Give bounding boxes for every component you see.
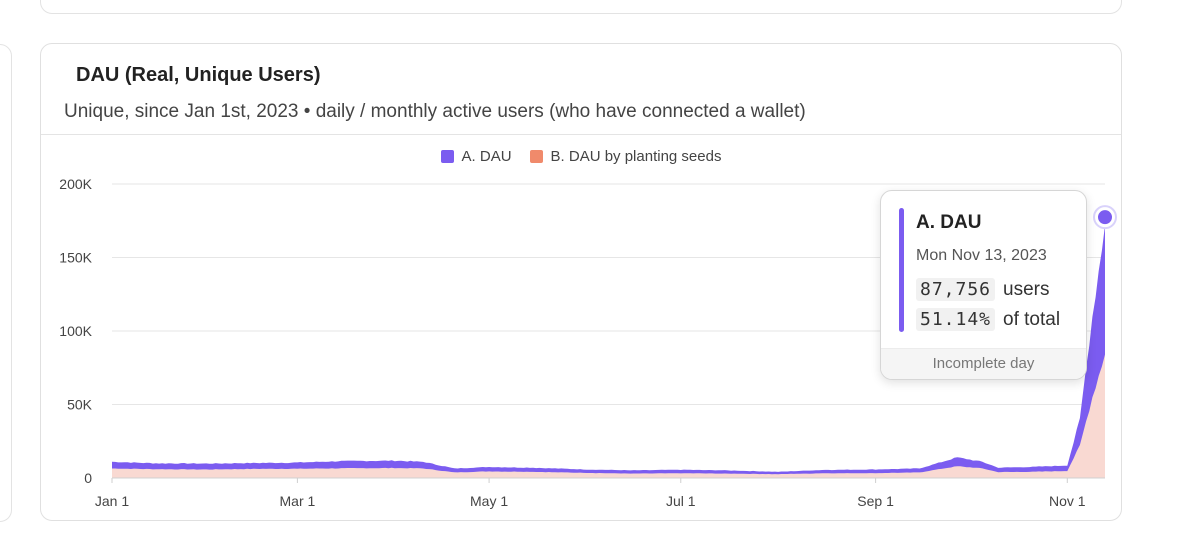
x-tick-label: Sep 1: [857, 493, 894, 509]
tooltip-footer: Incomplete day: [881, 348, 1086, 379]
card-divider: [41, 134, 1121, 135]
chart-legend: A. DAU B. DAU by planting seeds: [41, 148, 1121, 165]
legend-swatch-dau: [440, 150, 454, 163]
tooltip-value-unit: users: [1003, 278, 1050, 300]
tooltip-value-row: 87,756 users: [916, 278, 1050, 301]
legend-item-planting-seeds[interactable]: B. DAU by planting seeds: [529, 148, 722, 165]
tooltip-share-unit: of total: [1003, 308, 1061, 330]
legend-item-dau[interactable]: A. DAU: [440, 148, 512, 165]
tooltip-share-row: 51.14% of total: [916, 308, 1060, 331]
legend-label-planting-seeds: B. DAU by planting seeds: [550, 148, 722, 165]
y-tick-label: 200K: [59, 176, 92, 192]
x-tick-label: Nov 1: [1049, 493, 1086, 509]
tooltip-series-name: A. DAU: [916, 212, 982, 233]
chart-title: DAU (Real, Unique Users): [76, 64, 321, 86]
legend-label-dau: A. DAU: [461, 148, 512, 165]
y-tick-label: 100K: [59, 323, 92, 339]
tooltip-value: 87,756: [916, 278, 996, 301]
y-tick-label: 0: [84, 470, 92, 486]
hover-point: [1098, 210, 1112, 225]
x-tick-label: Jul 1: [666, 493, 696, 509]
x-tick-label: Jan 1: [95, 493, 129, 509]
tooltip-series-color-bar: [899, 208, 904, 332]
chart-tooltip: A. DAU Mon Nov 13, 2023 87,756 users 51.…: [880, 190, 1087, 380]
y-tick-label: 50K: [67, 397, 93, 413]
x-tick-label: Mar 1: [280, 493, 316, 509]
y-tick-label: 150K: [59, 250, 92, 266]
tooltip-date: Mon Nov 13, 2023: [916, 247, 1047, 264]
x-tick-label: May 1: [470, 493, 508, 509]
chart-subtitle: Unique, since Jan 1st, 2023 • daily / mo…: [64, 101, 806, 122]
tooltip-share: 51.14%: [916, 308, 996, 331]
legend-swatch-planting-seeds: [529, 150, 543, 163]
